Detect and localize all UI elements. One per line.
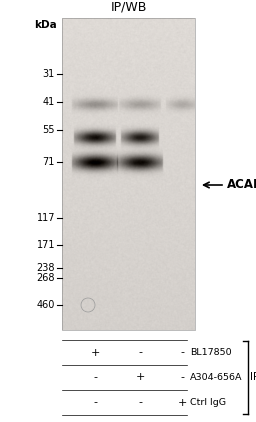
Text: -: - [180,373,184,382]
Text: 41: 41 [43,97,55,107]
Text: 71: 71 [43,157,55,167]
Text: +: + [135,373,145,382]
Text: kDa: kDa [34,20,57,30]
Bar [62,18,195,330]
Text: Ctrl IgG: Ctrl IgG [190,398,226,407]
Text: 55: 55 [42,124,55,135]
Text: +: + [90,347,100,357]
Text: 238: 238 [37,262,55,273]
Text: 460: 460 [37,300,55,310]
Text: ACAP2: ACAP2 [227,179,256,192]
Text: 117: 117 [37,213,55,223]
Text: 31: 31 [43,68,55,78]
Text: 268: 268 [37,273,55,283]
Text: +: + [177,398,187,408]
Text: IP/WB: IP/WB [110,0,147,13]
Text: 171: 171 [37,240,55,250]
Text: A304-656A: A304-656A [190,373,242,382]
Text: -: - [138,398,142,408]
Text: -: - [93,373,97,382]
Text: -: - [180,347,184,357]
Text: IP: IP [250,373,256,382]
Text: BL17850: BL17850 [190,348,232,357]
Text: -: - [138,347,142,357]
Text: -: - [93,398,97,408]
